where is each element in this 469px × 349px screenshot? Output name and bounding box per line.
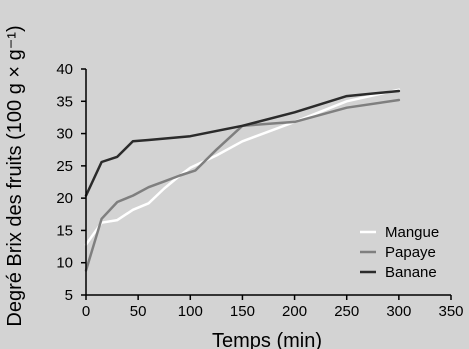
x-axis-title: Temps (min) xyxy=(212,330,322,349)
x-tick-label: 200 xyxy=(282,303,307,320)
series-line-papaye xyxy=(84,98,401,272)
y-tick-label: 30 xyxy=(56,126,73,143)
y-tick-label: 15 xyxy=(56,222,73,239)
x-ticks: 0 50 100 150 200 250 300 350 xyxy=(82,295,464,320)
plot-lines xyxy=(84,88,401,272)
axes xyxy=(85,69,451,296)
x-tick-label: 250 xyxy=(334,303,359,320)
x-tick-label: 100 xyxy=(178,303,203,320)
y-tick-label: 25 xyxy=(56,158,73,175)
y-tick-label: 20 xyxy=(56,190,73,207)
y-tick-label: 5 xyxy=(65,287,73,304)
x-tick-label: 0 xyxy=(82,303,90,320)
x-tick-label: 300 xyxy=(386,303,411,320)
legend: Mangue Papaye Banane xyxy=(360,224,439,281)
y-axis-title: Degré Brix des fruits (100 g × g⁻¹) xyxy=(4,25,26,326)
series-line-banane xyxy=(84,89,401,197)
y-tick-label: 10 xyxy=(56,255,73,272)
y-ticks: 5 10 15 20 25 30 35 40 xyxy=(56,61,86,304)
legend-label-banane: Banane xyxy=(385,264,437,281)
x-tick-label: 350 xyxy=(438,303,463,320)
y-tick-label: 35 xyxy=(56,93,73,110)
legend-label-papaye: Papaye xyxy=(385,244,436,261)
y-tick-label: 40 xyxy=(56,61,73,78)
series-line-mangue xyxy=(84,88,401,246)
x-tick-label: 150 xyxy=(230,303,255,320)
x-tick-label: 50 xyxy=(130,303,147,320)
legend-label-mangue: Mangue xyxy=(385,224,439,241)
